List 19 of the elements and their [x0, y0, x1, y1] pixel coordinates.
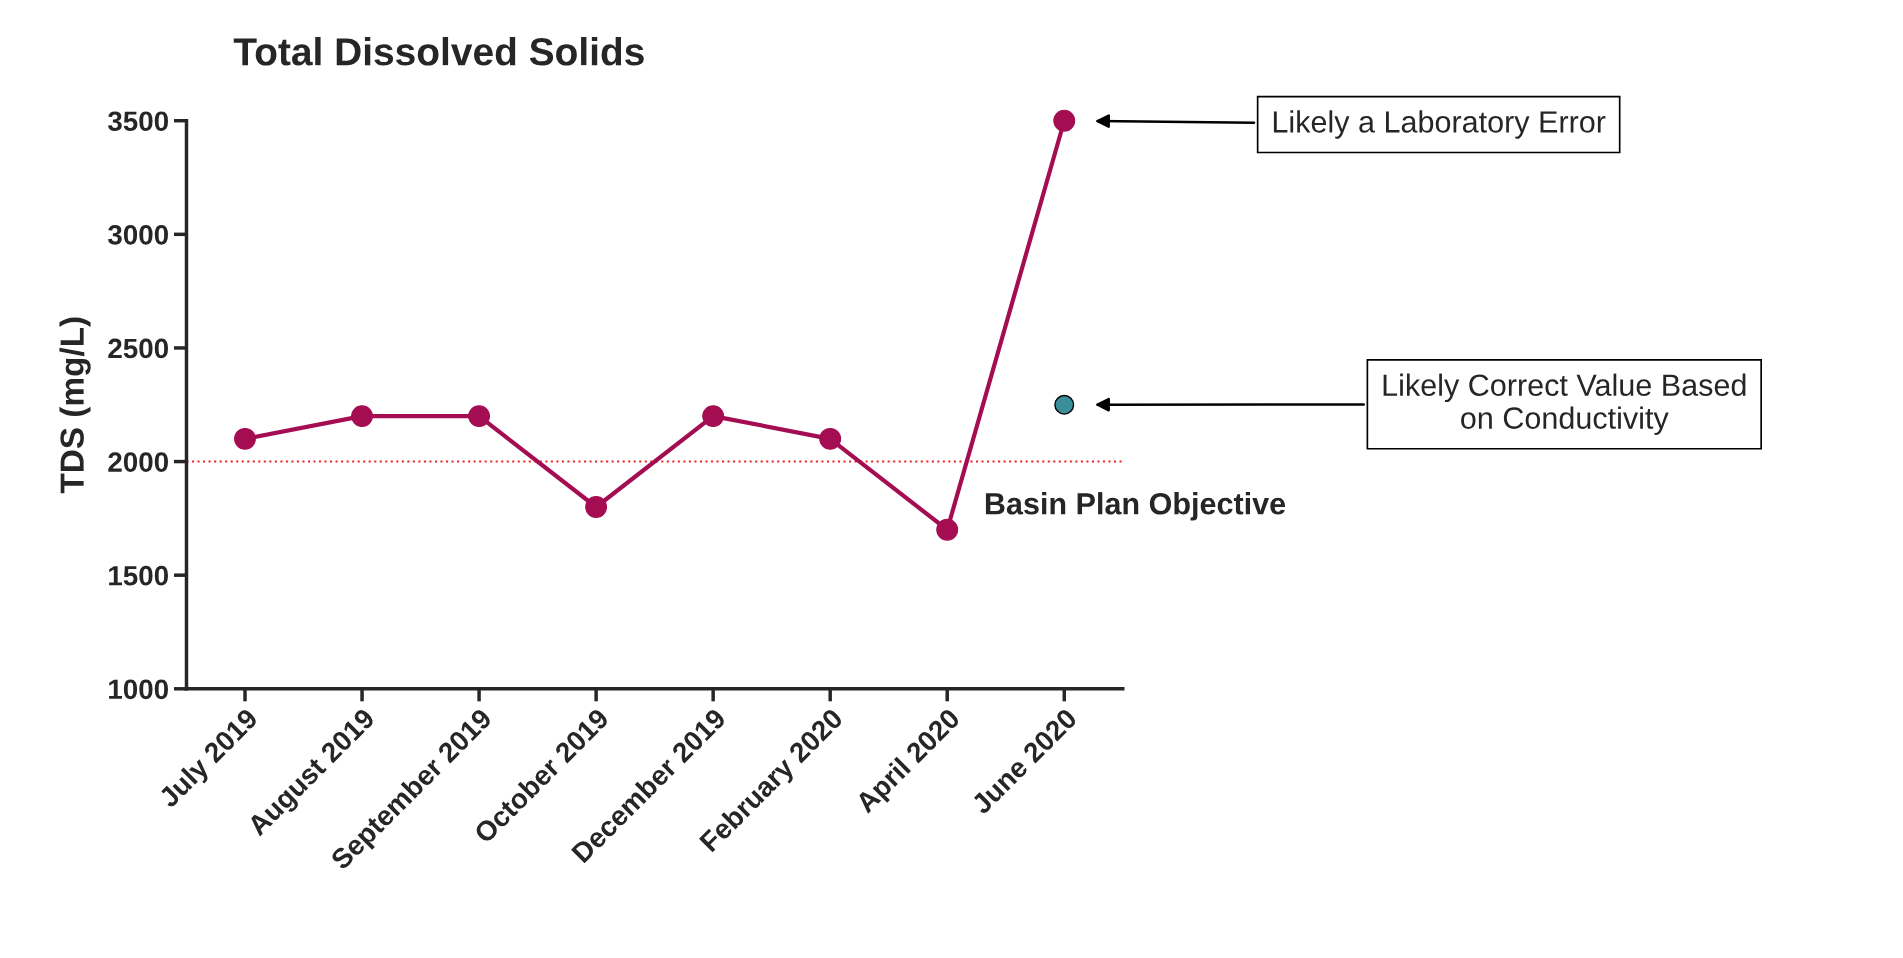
- point: [585, 496, 608, 518]
- y-tick-label: 2500: [108, 338, 168, 359]
- y-tick-label: 2000: [108, 452, 168, 472]
- text: Likely a Laboratory Error: [1273, 110, 1606, 139]
- y-tick-label: 1500: [109, 565, 168, 586]
- point: [1053, 109, 1076, 132]
- point: [819, 427, 842, 450]
- y-tick-label: 1000: [109, 679, 168, 700]
- point: [468, 405, 491, 428]
- point: [702, 405, 725, 428]
- y-tick-label: 3000: [107, 225, 168, 245]
- y-tick-label: 3500: [107, 111, 168, 132]
- ref-line-label: Basin Plan Objective: [985, 492, 1286, 521]
- chart-title: Total Dissolved Solids: [233, 36, 644, 66]
- point: [351, 405, 373, 428]
- point: [234, 427, 256, 450]
- y-axis-title: TDS (mg/L): [59, 317, 91, 494]
- text: Likely Correct Value Based on Conductivity: [1383, 373, 1746, 435]
- point: [936, 518, 959, 541]
